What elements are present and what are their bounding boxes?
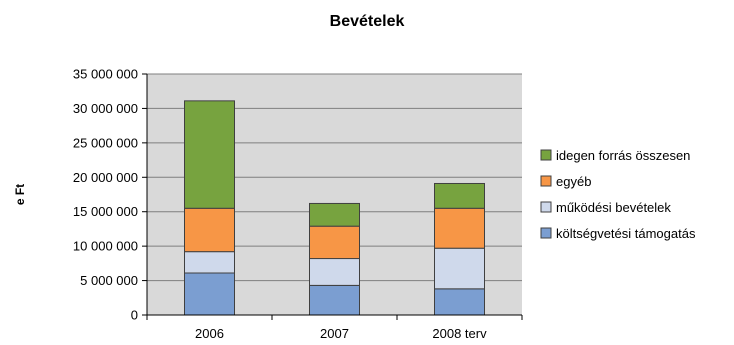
legend-label: egyéb xyxy=(556,174,591,189)
y-tick-label: 15 000 000 xyxy=(73,204,138,219)
x-tick-label: 2007 xyxy=(320,326,349,341)
bar-segment xyxy=(184,251,235,274)
x-tick-label: 2006 xyxy=(195,326,224,341)
bar-segment xyxy=(434,247,485,290)
bar-segment xyxy=(309,284,360,316)
y-tick-label: 10 000 000 xyxy=(73,239,138,254)
bar-segment xyxy=(434,207,485,249)
y-tick-label: 30 000 000 xyxy=(73,101,138,116)
bars xyxy=(184,100,485,316)
bar-segment xyxy=(184,207,235,253)
legend-swatch xyxy=(540,227,552,239)
legend-item: egyéb xyxy=(540,174,591,189)
x-tick-label: 2008 terv xyxy=(432,326,487,341)
legend-swatch xyxy=(540,201,552,213)
x-axis-ticks: 2006 2007 2008 terv xyxy=(146,315,523,341)
legend-label: költségvetési támogatás xyxy=(556,226,696,241)
bar-segment xyxy=(309,258,360,286)
y-tick-label: 20 000 000 xyxy=(73,170,138,185)
y-tick-label: 5 000 000 xyxy=(80,273,138,288)
bar-segment xyxy=(309,225,360,260)
legend-swatch xyxy=(540,175,552,187)
legend-item: idegen forrás összesen xyxy=(540,148,690,163)
chart-title: Bevételek xyxy=(330,13,405,30)
y-tick-label: 0 xyxy=(131,308,138,323)
legend-item: működési bevételek xyxy=(540,200,671,215)
y-axis-ticks: 0 5 000 000 10 000 000 15 000 000 20 000 000… xyxy=(73,67,147,323)
bar-segment xyxy=(184,272,235,316)
bar-segment xyxy=(309,202,360,227)
legend-swatch xyxy=(540,149,552,161)
legend-item: költségvetési támogatás xyxy=(540,226,696,241)
plot-area-group: 0 5 000 000 10 000 000 15 000 000 20 000 000… xyxy=(73,67,523,341)
bar-segment xyxy=(184,100,235,209)
y-tick-label: 25 000 000 xyxy=(73,135,138,150)
legend-label: működési bevételek xyxy=(556,200,671,215)
bar-segment xyxy=(434,288,485,316)
legend-label: idegen forrás összesen xyxy=(556,148,690,163)
y-axis-title: e Ft xyxy=(13,184,27,205)
y-tick-label: 35 000 000 xyxy=(73,67,138,82)
bar-segment xyxy=(434,182,485,209)
legend: idegen forrás összesen egyéb működési bevé… xyxy=(540,148,696,241)
